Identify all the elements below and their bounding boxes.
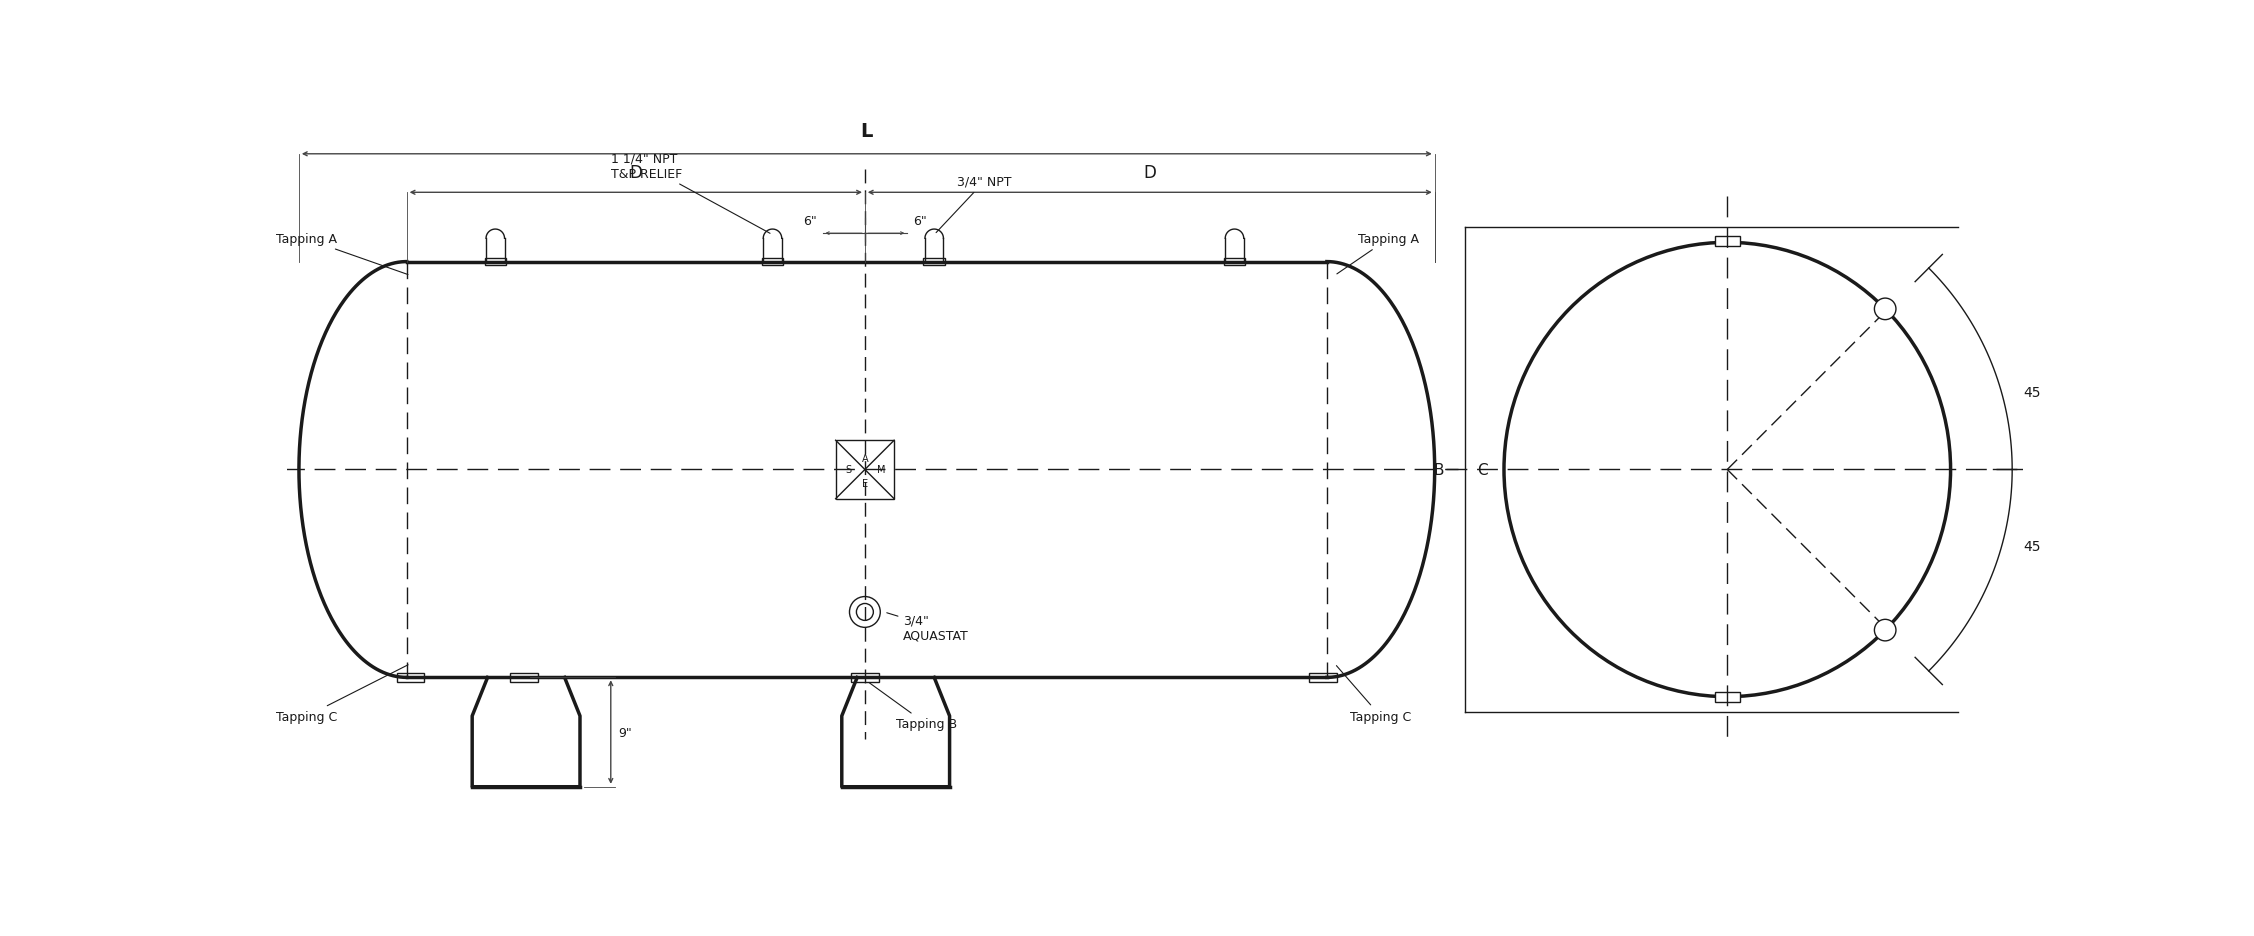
Circle shape [850, 597, 881, 628]
Bar [852, 673, 879, 682]
Bar [924, 258, 944, 266]
Bar [1224, 258, 1244, 266]
Text: 6": 6" [913, 214, 926, 227]
Text: Tapping C: Tapping C [1337, 665, 1411, 723]
Text: S: S [845, 465, 852, 475]
Text: 45: 45 [2024, 386, 2042, 400]
Circle shape [1875, 299, 1896, 320]
Bar [509, 673, 539, 682]
Text: B: B [1434, 462, 1445, 477]
Text: 1 1/4" NPT
T&P RELIEF: 1 1/4" NPT T&P RELIEF [611, 153, 771, 234]
Text: D: D [629, 164, 642, 182]
Text: 3/4" NPT: 3/4" NPT [935, 175, 1012, 233]
Text: E: E [861, 478, 868, 489]
Text: 6": 6" [802, 214, 816, 227]
Text: 3/4"
AQUASTAT: 3/4" AQUASTAT [886, 613, 969, 642]
Bar [1715, 693, 1740, 702]
Text: 45: 45 [2024, 540, 2042, 554]
Text: L: L [861, 122, 872, 140]
Bar [762, 258, 784, 266]
Bar [1715, 237, 1740, 247]
Text: A: A [861, 454, 868, 464]
Text: Tapping A: Tapping A [1337, 233, 1418, 274]
Text: D: D [1143, 164, 1156, 182]
Circle shape [1875, 620, 1896, 641]
Text: C: C [1476, 462, 1488, 477]
Bar [485, 258, 507, 266]
Bar [1310, 673, 1337, 682]
Text: Tapping C: Tapping C [275, 665, 408, 723]
Text: 9": 9" [618, 725, 631, 739]
Text: Tapping B: Tapping B [870, 683, 956, 731]
Bar [397, 673, 424, 682]
Text: M: M [877, 465, 886, 475]
Bar [836, 441, 895, 499]
Text: Tapping A: Tapping A [275, 233, 408, 275]
